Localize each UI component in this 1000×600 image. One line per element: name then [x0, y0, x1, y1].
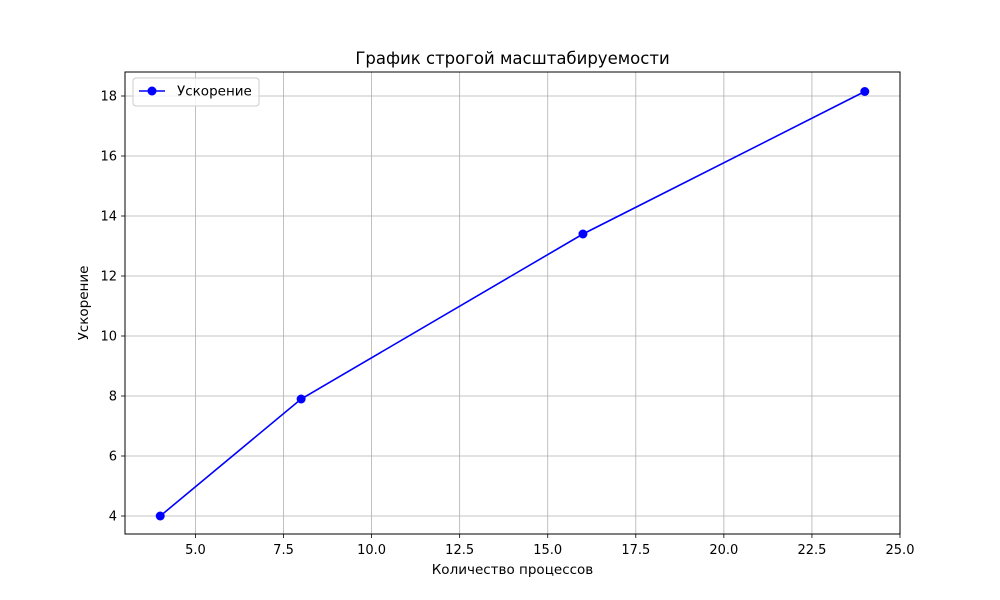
y-tick-label: 10 — [100, 330, 117, 345]
y-tick-label: 16 — [100, 150, 117, 165]
x-tick-label: 25.0 — [886, 543, 915, 558]
x-tick-label: 5.0 — [185, 543, 206, 558]
x-axis-title: Количество процессов — [432, 562, 594, 578]
y-tick-label: 4 — [109, 510, 117, 525]
y-axis-title: Ускорение — [76, 266, 92, 341]
legend-label: Ускорение — [177, 84, 252, 100]
y-tick-label: 14 — [100, 210, 117, 225]
x-tick-label: 20.0 — [709, 543, 738, 558]
x-tick-label: 22.5 — [797, 543, 826, 558]
data-point — [860, 87, 870, 96]
legend: Ускорение — [132, 77, 260, 107]
y-tick-label: 6 — [109, 450, 117, 465]
series-layer — [155, 87, 870, 521]
series-line — [159, 90, 866, 517]
axis-ticks: 5.0 7.5 10.0 12.5 15.0 17.5 20.0 22.5 25.0 4 6 8 10 1… — [100, 90, 914, 559]
legend-marker-swatch — [147, 86, 157, 96]
plot-area-frame — [124, 71, 901, 535]
y-tick-label: 12 — [100, 270, 117, 285]
x-tick-label: 17.5 — [621, 543, 650, 558]
x-tick-label: 7.5 — [273, 543, 294, 558]
x-tick-label: 15.0 — [533, 543, 562, 558]
data-point — [296, 394, 306, 404]
data-point — [578, 229, 588, 239]
legend-box — [132, 77, 260, 107]
x-tick-label: 12.5 — [445, 543, 474, 558]
y-tick-label: 18 — [100, 90, 117, 105]
y-tick-label: 8 — [109, 390, 117, 405]
chart-title: График строгой масштабируемости — [355, 49, 669, 68]
x-tick-label: 10.0 — [357, 543, 386, 558]
data-point — [155, 511, 165, 521]
